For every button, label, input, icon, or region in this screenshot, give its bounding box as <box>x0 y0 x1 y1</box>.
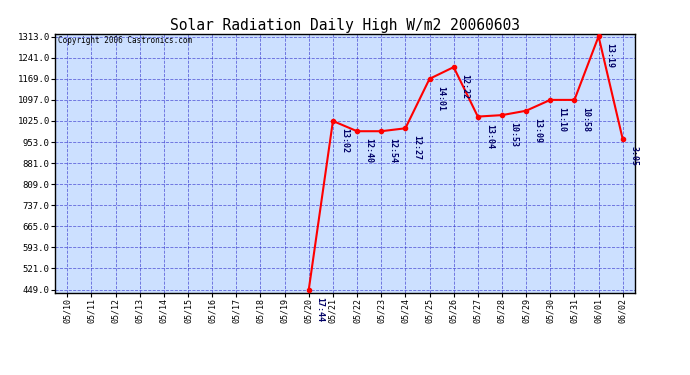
Text: 3:05: 3:05 <box>630 146 639 166</box>
Text: 13:09: 13:09 <box>533 118 542 142</box>
Text: 12:27: 12:27 <box>413 135 422 160</box>
Text: 12:22: 12:22 <box>461 74 470 99</box>
Text: 11:10: 11:10 <box>558 107 566 132</box>
Text: Copyright 2006 Castronics.com: Copyright 2006 Castronics.com <box>58 36 193 45</box>
Text: 13:02: 13:02 <box>340 128 349 153</box>
Text: 12:54: 12:54 <box>388 138 397 163</box>
Text: 14:01: 14:01 <box>437 86 446 111</box>
Text: 12:40: 12:40 <box>364 138 373 163</box>
Title: Solar Radiation Daily High W/m2 20060603: Solar Radiation Daily High W/m2 20060603 <box>170 18 520 33</box>
Text: 10:58: 10:58 <box>582 107 591 132</box>
Text: 13:19: 13:19 <box>606 44 615 68</box>
Text: 17:44: 17:44 <box>316 297 325 321</box>
Text: 13:04: 13:04 <box>485 123 494 148</box>
Text: 10:53: 10:53 <box>509 122 518 147</box>
